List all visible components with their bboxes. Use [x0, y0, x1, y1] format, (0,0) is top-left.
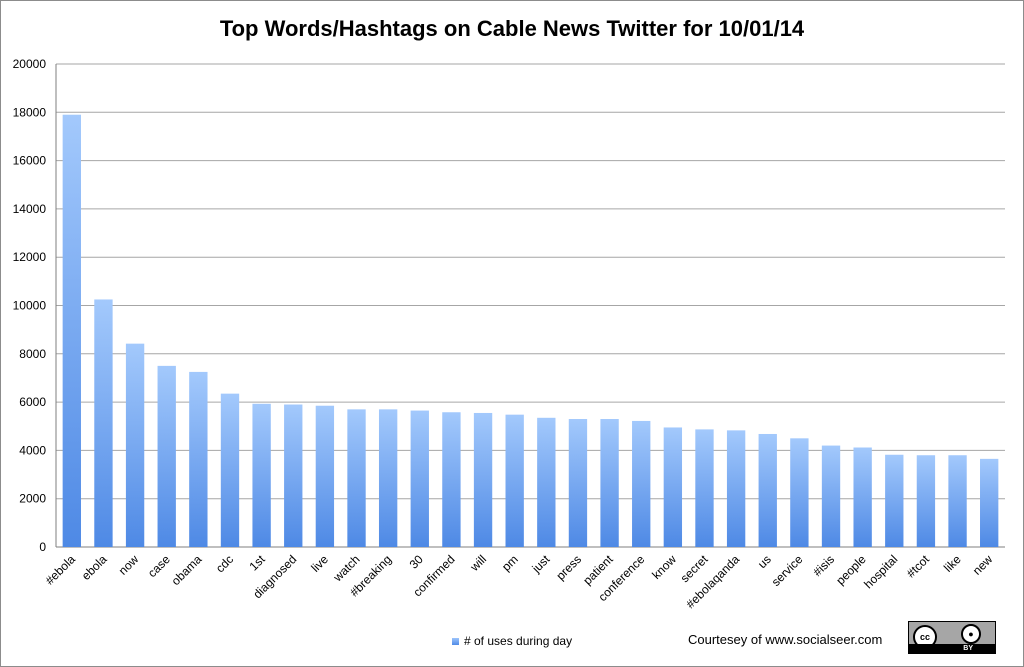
x-category-label: pm [499, 552, 521, 574]
gridlines [55, 63, 1005, 548]
bar [600, 419, 619, 547]
bar [663, 427, 683, 547]
bar [916, 455, 936, 547]
bar [505, 414, 524, 547]
cc-by-license-badge: cc ● BY [908, 621, 996, 654]
bar [948, 455, 967, 547]
bar [758, 433, 777, 547]
bar [94, 299, 113, 547]
chart-title: Top Words/Hashtags on Cable News Twitter… [219, 16, 805, 41]
bar [790, 438, 809, 547]
x-category-label: 30 [407, 552, 427, 572]
x-category-label: like [941, 552, 964, 575]
bar [726, 430, 746, 547]
bar [853, 447, 872, 547]
y-tick-label: 8000 [19, 347, 46, 361]
badge-band [909, 644, 995, 653]
y-tick-label: 12000 [13, 250, 47, 264]
bar [442, 412, 461, 547]
bar [568, 419, 588, 547]
credit-text: Courtesey of www.socialseer.com [688, 632, 883, 647]
x-category-label: obama [169, 552, 205, 588]
bar [410, 410, 429, 547]
x-category-label: live [308, 552, 331, 575]
x-category-label: now [116, 552, 142, 578]
bar [125, 343, 145, 547]
bars [62, 114, 999, 547]
legend-swatch [452, 637, 459, 645]
bar [347, 409, 366, 547]
x-category-label: case [145, 552, 173, 580]
badge-by-label: BY [963, 645, 973, 652]
bar [632, 420, 651, 547]
bar [189, 371, 208, 547]
x-category-label: cdc [213, 552, 236, 575]
x-category-label: just [529, 552, 553, 576]
bar [821, 445, 841, 547]
x-category-label: new [970, 552, 996, 578]
x-category-label: #ebola [43, 552, 79, 588]
x-category-label: press [553, 552, 584, 583]
x-category-label: hospital [861, 552, 900, 591]
x-category-label: us [755, 552, 774, 571]
bar [315, 405, 335, 547]
x-category-label: service [769, 552, 806, 589]
x-category-label: #isis [810, 552, 837, 579]
bar [157, 365, 176, 547]
y-tick-label: 14000 [13, 202, 47, 216]
y-tick-label: 10000 [13, 299, 47, 313]
bar [378, 409, 398, 547]
y-tick-label: 4000 [19, 443, 46, 457]
x-category-label: 1st [247, 552, 269, 574]
y-tick-label: 20000 [13, 57, 47, 71]
person-icon: ● [961, 624, 981, 644]
x-category-label: will [467, 552, 489, 574]
bar [284, 404, 303, 547]
bar [62, 114, 81, 547]
bar [473, 412, 493, 547]
y-tick-label: 0 [39, 540, 46, 554]
y-axis-ticks: 0 2000 4000 6000 8000 10000 12000 14000 16000 180… [13, 57, 47, 554]
x-category-label: know [649, 552, 679, 582]
x-category-label: #tcot [904, 552, 933, 581]
y-tick-label: 2000 [19, 492, 46, 506]
bar [220, 393, 240, 547]
y-tick-label: 6000 [19, 395, 46, 409]
bar [695, 429, 714, 547]
bar [537, 417, 556, 547]
bar [252, 403, 271, 547]
y-tick-label: 18000 [13, 105, 47, 119]
bar [980, 458, 999, 547]
y-tick-label: 16000 [13, 154, 47, 168]
legend: # of uses during day [452, 634, 572, 648]
legend-label: # of uses during day [464, 634, 573, 648]
x-category-label: ebola [79, 552, 110, 583]
bar [885, 454, 904, 547]
